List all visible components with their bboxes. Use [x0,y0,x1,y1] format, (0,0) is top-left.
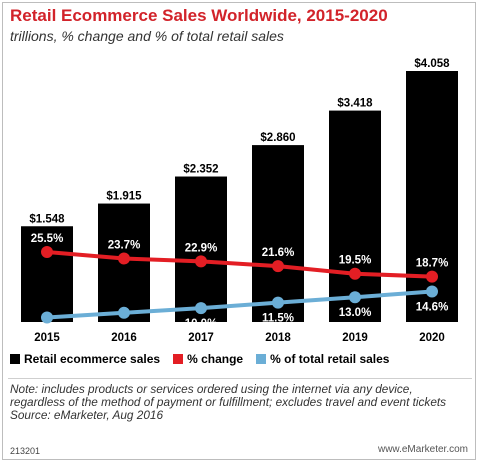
pct-change-point-2019 [349,267,361,280]
chart-subtitle: trillions, % change and % of total retai… [10,28,284,44]
bar-value-label-2016: $1.915 [106,191,142,203]
pct-share-label-2017: 10.0% [185,318,218,330]
x-tick-2017: 2017 [188,332,214,344]
legend-label: % change [187,352,244,366]
x-tick-2015: 2015 [34,332,60,344]
pct-share-line [46,289,433,320]
pct-change-label-2020: 18.7% [416,258,449,270]
bar-value-label-2017: $2.352 [183,164,218,176]
chart-legend: Retail ecommerce sales % change % of total… [10,350,389,368]
pct-change-point-2015 [41,245,53,258]
bar-value-label-2019: $3.418 [337,98,373,110]
note-text: Note: includes products or services orde… [10,382,447,409]
chart-title: Retail Ecommerce Sales Worldwide, 2015-2… [10,6,388,25]
pct-change-label-2016: 23.7% [108,240,141,252]
pct-share-label-2016: 8.7% [111,323,137,335]
legend-swatch [256,354,267,364]
pct-share-point-2016 [118,306,130,319]
bar-2019 [329,110,381,323]
legend-swatch [173,354,184,364]
pct-change-point-2018 [272,260,284,273]
bar-value-label-2018: $2.860 [260,132,295,144]
pct-share-point-2015 [41,311,53,324]
pct-change-point-2016 [118,252,130,265]
pct-change-line [46,249,433,279]
pct-share-label-2018: 11.5% [262,313,294,325]
brand-logo-text: www.eMarketer.com [377,444,468,455]
x-tick-2020: 2020 [419,332,445,344]
pct-change-label-2018: 21.6% [262,247,295,259]
chart-plot: $1.548 $1.915 $2.352 $2.860 $3.418 $4.058 25.5… [16,58,458,344]
pct-change-label-2017: 22.9% [185,242,218,254]
legend-label: % of total retail sales [270,352,390,366]
bar-2018 [252,145,304,322]
pct-share-label-2020: 14.6% [416,301,449,313]
legend-swatch [10,354,20,364]
pct-share-point-2018 [272,296,284,309]
bar-value-label-2015: $1.548 [29,213,65,225]
x-tick-2016: 2016 [111,332,137,344]
pct-share-label-2015: 7.4% [16,328,42,340]
legend-label: Retail ecommerce sales [24,352,161,366]
legend-item-0: Retail ecommerce sales [10,352,160,366]
source-text: Source: eMarketer, Aug 2016 [10,408,164,422]
pct-change-point-2017 [195,255,207,268]
bar-2017 [175,176,227,322]
pct-share-point-2019 [349,291,361,304]
pct-change-label-2015: 25.5% [31,233,64,245]
bar-2020 [406,71,458,322]
pct-share-point-2020 [426,285,438,298]
note-divider [8,378,472,379]
bar-value-label-2020: $4.058 [414,58,450,70]
pct-change-label-2019: 19.5% [339,255,372,267]
pct-change-point-2020 [426,270,438,283]
x-tick-2019: 2019 [342,332,368,344]
pct-share-point-2017 [195,302,207,315]
chart-id: 213201 [10,446,41,456]
legend-item-1: % change [173,352,243,366]
x-tick-2018: 2018 [265,332,291,344]
pct-share-label-2019: 13.0% [339,307,372,319]
legend-item-2: % of total retail sales [256,352,389,366]
chart-frame [2,2,476,460]
bar-2015 [21,226,73,322]
chart-note: Note: includes products or services orde… [10,383,468,422]
